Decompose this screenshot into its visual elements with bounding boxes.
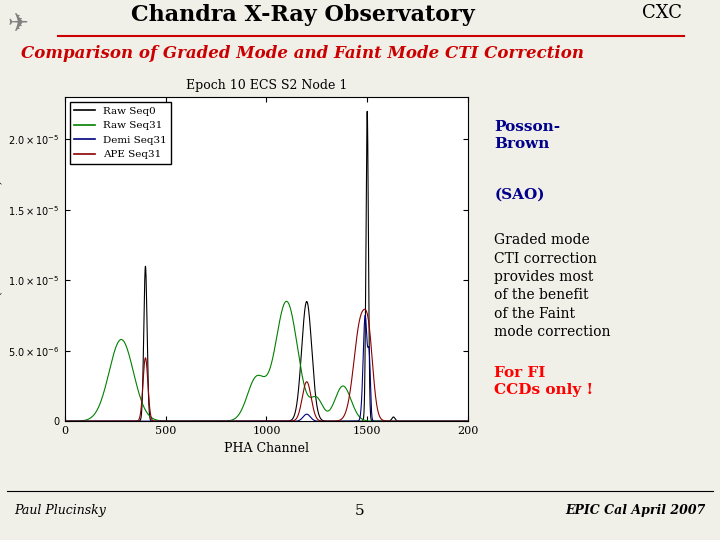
APE Seq31: [451, 418, 460, 424]
Raw Seq0: [233, 418, 242, 424]
Demi Seq31: [60, 418, 69, 424]
Line: Raw Seq0: Raw Seq0: [65, 111, 468, 421]
Line: Demi Seq31: Demi Seq31: [65, 315, 468, 421]
Line: Raw Seq31: Raw Seq31: [65, 301, 468, 421]
Raw Seq0: [451, 418, 460, 424]
Demi Seq31: [233, 418, 242, 424]
Raw Seq31: [233, 413, 242, 420]
Text: 5: 5: [355, 504, 365, 518]
Title: Epoch 10 ECS S2 Node 1: Epoch 10 ECS S2 Node 1: [186, 79, 347, 92]
Demi Seq31: [230, 418, 238, 424]
Text: Chandra X-Ray Observatory: Chandra X-Ray Observatory: [130, 4, 474, 26]
APE Seq31: [252, 418, 261, 424]
Demi Seq31: [451, 418, 460, 424]
APE Seq31: [233, 418, 242, 424]
Raw Seq0: [354, 418, 362, 424]
Raw Seq0: [252, 418, 261, 424]
Raw Seq31: [354, 411, 362, 418]
Text: Paul Plucinsky: Paul Plucinsky: [14, 504, 107, 517]
Text: EPIC Cal April 2007: EPIC Cal April 2007: [565, 504, 706, 517]
Demi Seq31: [252, 418, 261, 424]
Text: ✈: ✈: [7, 12, 28, 36]
APE Seq31: [60, 418, 69, 424]
Raw Seq31: [230, 416, 238, 422]
APE Seq31: [464, 418, 472, 424]
Raw Seq31: [282, 298, 291, 305]
Raw Seq0: [60, 418, 69, 424]
Text: Posson-
Brown: Posson- Brown: [495, 120, 560, 151]
Text: For FI
CCDs only !: For FI CCDs only !: [495, 366, 593, 397]
Raw Seq31: [451, 418, 460, 424]
Raw Seq0: [230, 418, 238, 424]
X-axis label: PHA Channel: PHA Channel: [224, 442, 309, 455]
Demi Seq31: [354, 418, 362, 424]
Raw Seq31: [252, 373, 261, 379]
Raw Seq0: [363, 108, 372, 114]
Text: Graded mode
CTI correction
provides most
of the benefit
of the Faint
mode correc: Graded mode CTI correction provides most…: [495, 233, 611, 339]
Raw Seq31: [464, 418, 472, 424]
Text: (SAO): (SAO): [495, 188, 545, 202]
Line: APE Seq31: APE Seq31: [65, 309, 468, 421]
Raw Seq0: [431, 418, 440, 424]
APE Seq31: [431, 418, 440, 424]
Y-axis label: Counts (normalized to total): Counts (normalized to total): [0, 180, 3, 339]
Demi Seq31: [361, 312, 369, 319]
Text: Comparison of Graded Mode and Faint Mode CTI Correction: Comparison of Graded Mode and Faint Mode…: [21, 45, 584, 62]
APE Seq31: [360, 306, 369, 313]
Demi Seq31: [431, 418, 440, 424]
Text: CXC: CXC: [642, 4, 683, 22]
APE Seq31: [230, 418, 238, 424]
Raw Seq31: [431, 418, 440, 424]
Legend: Raw Seq0, Raw Seq31, Demi Seq31, APE Seq31: Raw Seq0, Raw Seq31, Demi Seq31, APE Seq…: [70, 103, 171, 164]
Demi Seq31: [464, 418, 472, 424]
Raw Seq31: [60, 418, 69, 424]
APE Seq31: [354, 327, 362, 334]
Raw Seq0: [464, 418, 472, 424]
